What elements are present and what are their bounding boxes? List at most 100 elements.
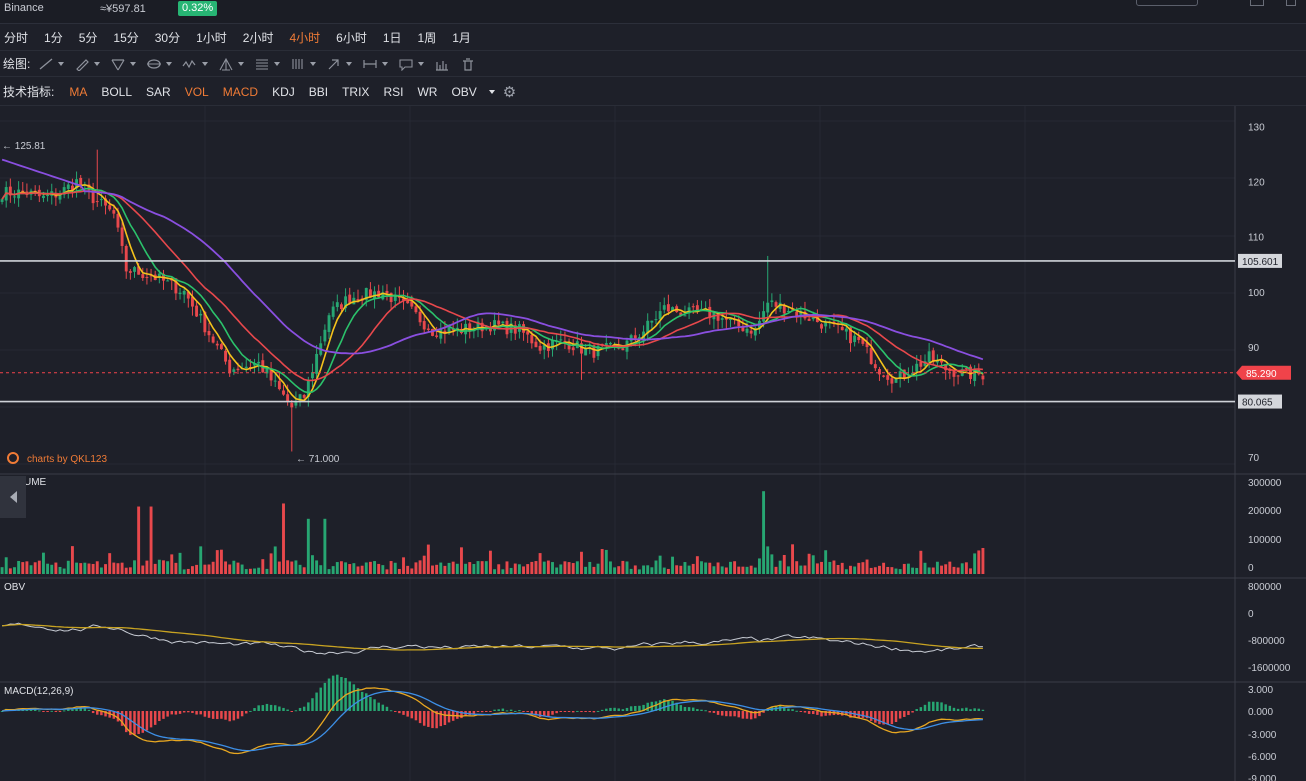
macd-bar xyxy=(290,711,294,712)
trend-line-tool[interactable] xyxy=(38,57,65,71)
arrow-tool[interactable] xyxy=(326,57,353,71)
fibonacci-tool[interactable] xyxy=(254,57,281,71)
gann-tool[interactable] xyxy=(290,57,317,71)
candle-body xyxy=(323,329,327,342)
volume-bar xyxy=(79,563,83,574)
interval-7[interactable]: 4小时 xyxy=(289,31,321,45)
trash-tool[interactable] xyxy=(460,57,476,71)
candle-body xyxy=(91,188,95,204)
interval-bar: 分时 1分 5分 15分 30分 1小时 2小时 4小时 6小时 1日 1周 1月 xyxy=(0,25,1306,51)
candle-body xyxy=(190,296,194,307)
indicator-sar[interactable]: SAR xyxy=(146,84,171,99)
volume-bar xyxy=(666,568,670,574)
chevron-left-icon xyxy=(9,491,17,503)
volume-bar xyxy=(567,562,571,574)
ellipse-tool[interactable] xyxy=(146,57,173,71)
volume-bar xyxy=(464,563,468,574)
volume-tick-label: 200000 xyxy=(1248,506,1282,517)
candlestick-chart[interactable]: 130 120 110 100 90 70 105.601 80.065 85.290 ← 125… xyxy=(0,106,1306,781)
indicator-obv[interactable]: OBV xyxy=(451,84,477,99)
macd-bar xyxy=(42,711,45,712)
macd-bar xyxy=(162,711,165,719)
macd-bar xyxy=(882,711,885,725)
volume-bar xyxy=(919,550,923,574)
volume-bar xyxy=(526,564,530,574)
candle-body xyxy=(277,381,281,390)
macd-bar xyxy=(79,708,82,711)
price-tick-label: 100 xyxy=(1248,288,1265,299)
channel-tool[interactable] xyxy=(110,57,137,71)
volume-bar xyxy=(948,561,952,574)
macd-bar xyxy=(687,707,691,711)
interval-10[interactable]: 1周 xyxy=(417,31,437,45)
indicator-bbi[interactable]: BBI xyxy=(308,84,329,99)
candle-body xyxy=(609,342,612,345)
chevron-down-icon[interactable] xyxy=(488,89,495,94)
interval-6[interactable]: 2小时 xyxy=(242,31,274,45)
candle-body xyxy=(356,299,360,301)
interval-3[interactable]: 15分 xyxy=(113,31,139,45)
interval-8[interactable]: 6小时 xyxy=(336,31,367,45)
collapse-handle[interactable] xyxy=(0,476,26,518)
candle-body xyxy=(931,350,935,362)
macd-bar xyxy=(493,709,496,711)
interval-0[interactable]: 分时 xyxy=(4,31,29,45)
interval-2[interactable]: 5分 xyxy=(78,31,98,45)
header-action-button[interactable] xyxy=(1136,0,1198,6)
candle-body xyxy=(236,368,240,371)
macd-bar xyxy=(278,706,281,711)
candle-body xyxy=(741,326,745,332)
indicator-vol[interactable]: VOL xyxy=(184,84,209,99)
macd-bar xyxy=(236,711,240,719)
interval-4[interactable]: 30分 xyxy=(154,31,181,45)
indicator-rsi[interactable]: RSI xyxy=(383,84,404,99)
volume-bar xyxy=(977,550,981,574)
macd-bar xyxy=(758,711,761,717)
fullscreen-icon[interactable] xyxy=(1250,0,1264,6)
candle-body xyxy=(563,340,567,342)
indicator-wr[interactable]: WR xyxy=(417,84,438,99)
obv-title: OBV xyxy=(4,582,25,593)
volume-bar xyxy=(348,564,352,574)
volume-bar xyxy=(662,567,666,574)
interval-1[interactable]: 1分 xyxy=(44,31,63,45)
volume-bar xyxy=(658,555,662,574)
chevron-down-icon xyxy=(58,61,65,66)
candle-body xyxy=(385,290,389,294)
macd-bar xyxy=(120,711,124,726)
macd-dea-line xyxy=(2,690,983,752)
indicator-trix[interactable]: TRIX xyxy=(342,84,370,99)
candle-body xyxy=(919,361,923,367)
interval-9[interactable]: 1日 xyxy=(382,31,402,45)
candle-body xyxy=(737,319,741,327)
macd-bar xyxy=(654,701,658,711)
interval-11[interactable]: 1月 xyxy=(452,31,471,45)
macd-bar xyxy=(480,711,484,713)
comment-tool[interactable] xyxy=(398,57,425,71)
pitchfork-tool[interactable] xyxy=(218,57,245,71)
macd-bar xyxy=(505,710,509,712)
pencil-tool[interactable] xyxy=(74,57,101,71)
volume-bar xyxy=(745,566,749,574)
macd-bar xyxy=(166,711,169,717)
macd-bar xyxy=(658,700,662,711)
indicator-boll[interactable]: BOLL xyxy=(101,84,133,99)
ruler-tool[interactable] xyxy=(434,57,450,71)
volume-bar xyxy=(952,566,956,574)
indicator-ma[interactable]: MA xyxy=(69,84,88,99)
measure-tool[interactable] xyxy=(362,57,389,71)
macd-tick-label: -3.000 xyxy=(1248,730,1277,741)
pattern-tool[interactable] xyxy=(182,57,209,71)
obv-tick-label: -800000 xyxy=(1248,636,1285,647)
macd-bar xyxy=(940,702,943,711)
gear-icon[interactable]: ⚙ xyxy=(502,83,517,101)
chart-area[interactable]: 130 120 110 100 90 70 105.601 80.065 85.290 ← 125… xyxy=(0,106,1306,781)
volume-bar xyxy=(940,565,943,574)
candle-body xyxy=(141,274,145,278)
candle-body xyxy=(716,313,720,321)
indicator-kdj[interactable]: KDJ xyxy=(272,84,295,99)
interval-5[interactable]: 1小时 xyxy=(196,31,227,45)
indicator-macd[interactable]: MACD xyxy=(222,84,259,99)
favorite-icon[interactable] xyxy=(1286,0,1296,6)
macd-bar xyxy=(671,700,674,711)
